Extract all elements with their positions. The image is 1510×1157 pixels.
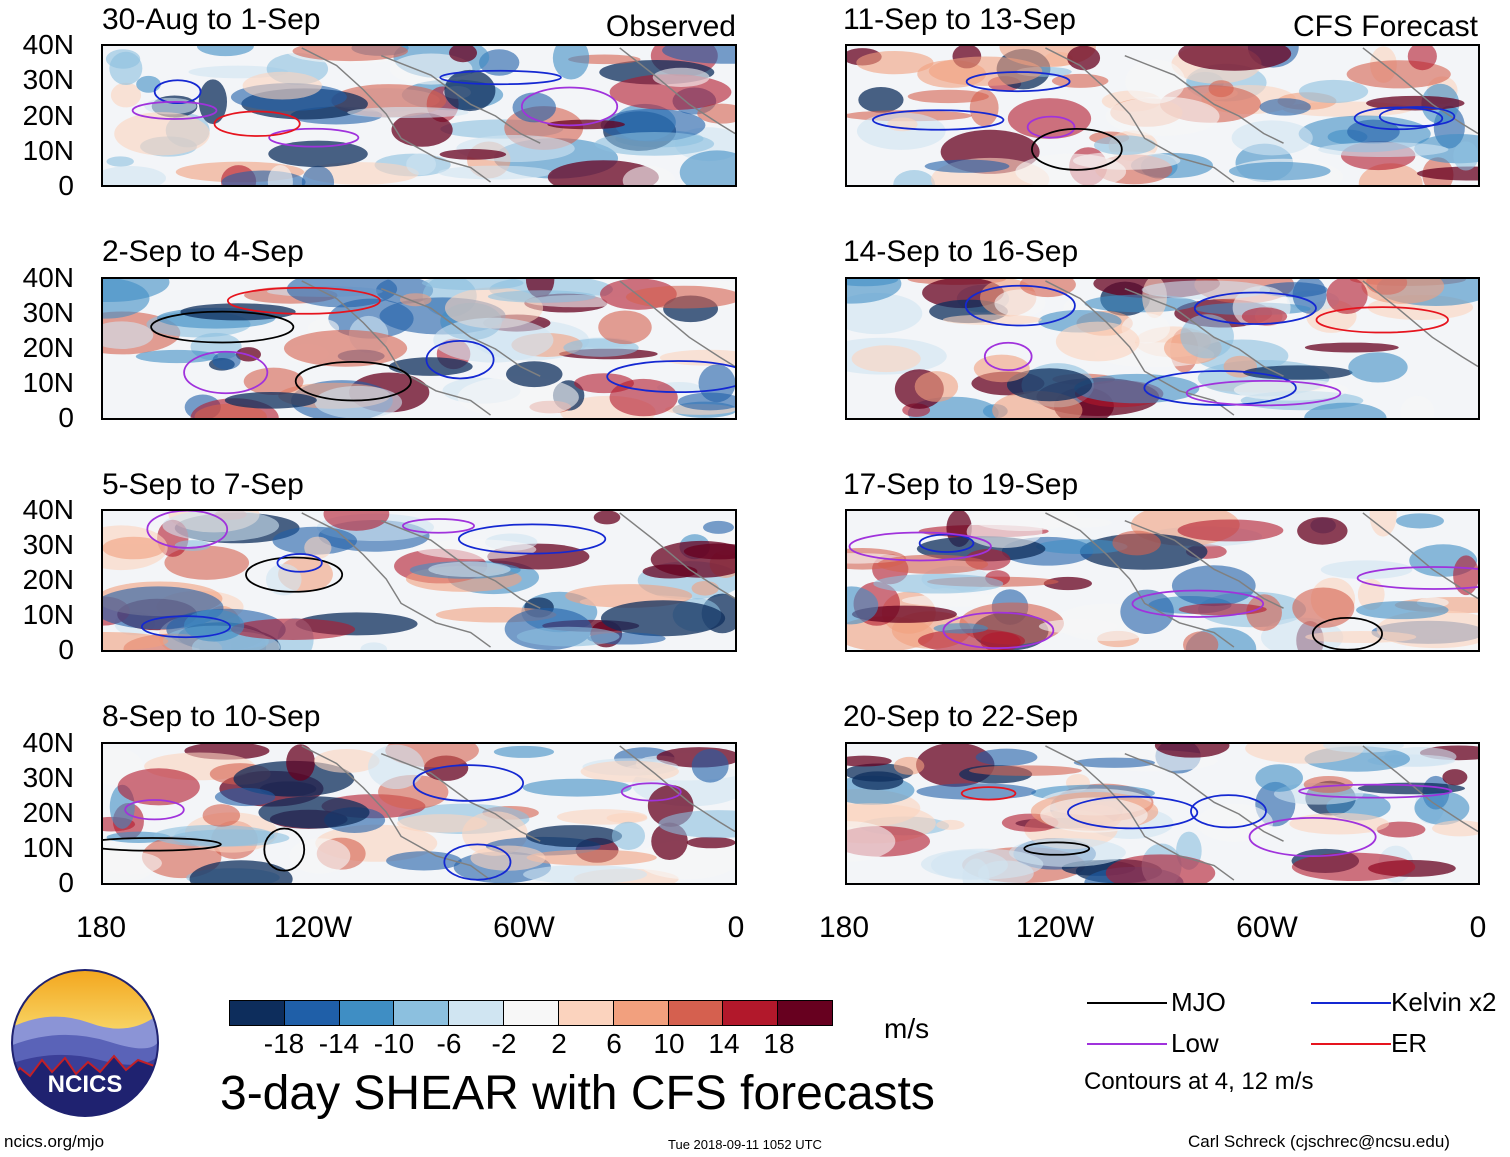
xtick-60w-left: 60W <box>493 911 555 944</box>
map-field-3 <box>103 511 735 650</box>
map-panel-5 <box>845 44 1480 187</box>
xtick-180-left: 180 <box>75 911 127 944</box>
map-field-2 <box>103 279 735 418</box>
map-panel-8 <box>845 742 1480 885</box>
legend-line-kelvin <box>1311 1002 1391 1004</box>
ytick-40n: 40N <box>22 29 74 60</box>
colorbar-label: 14 <box>708 1028 740 1059</box>
colorbar-swatch <box>449 1001 505 1025</box>
colorbar-swatch <box>668 1001 724 1025</box>
footer-timestamp: Tue 2018-09-11 1052 UTC <box>668 1137 822 1152</box>
colorbar-swatch <box>558 1001 614 1025</box>
colorbar-label: -18 <box>263 1028 305 1059</box>
units-label: m/s <box>884 1013 930 1044</box>
map-panel-4 <box>101 742 737 885</box>
ytick-10n: 10N <box>22 367 74 398</box>
map-field-6 <box>847 279 1478 418</box>
colorbar-swatch <box>778 1001 832 1025</box>
ytick-30n: 30N <box>22 297 74 328</box>
logo-text: NCICS <box>48 1071 123 1098</box>
xtick-120w-left: 120W <box>273 911 353 944</box>
colorbar <box>229 1000 833 1026</box>
colorbar-swatch <box>230 1001 285 1025</box>
colorbar-label: 6 <box>606 1028 622 1059</box>
colorbar-swatch <box>394 1001 450 1025</box>
ytick-20n: 20N <box>22 332 74 363</box>
cfs-forecast-header: CFS Forecast <box>1292 10 1478 43</box>
colorbar-label: 10 <box>653 1028 685 1059</box>
map-panel-2 <box>101 277 737 420</box>
colorbar-label: 2 <box>551 1028 567 1059</box>
panel-title-5: 11-Sep to 13-Sep <box>843 3 1076 36</box>
ytick-30n: 30N <box>22 64 74 95</box>
map-panel-1 <box>101 44 737 187</box>
xtick-0-right: 0 <box>1469 911 1487 944</box>
ytick-20n: 20N <box>22 797 74 828</box>
xtick-0-left: 0 <box>727 911 745 944</box>
colorbar-label: -2 <box>491 1028 517 1059</box>
colorbar-label: -10 <box>373 1028 415 1059</box>
legend-line-mjo <box>1087 1002 1167 1004</box>
ytick-10n: 10N <box>22 135 74 166</box>
ytick-0: 0 <box>58 867 74 898</box>
panel-title-8: 20-Sep to 22-Sep <box>843 700 1079 733</box>
ytick-0: 0 <box>58 634 74 665</box>
observed-header: Observed <box>605 10 736 43</box>
ytick-30n: 30N <box>22 762 74 793</box>
map-panel-7 <box>845 509 1480 652</box>
ytick-40n: 40N <box>22 262 74 293</box>
map-panel-6 <box>845 277 1480 420</box>
ytick-0: 0 <box>58 170 74 201</box>
map-field-8 <box>847 744 1478 883</box>
legend-label-low: Low <box>1171 1028 1219 1058</box>
colorbar-swatch <box>284 1001 340 1025</box>
panel-title-7: 17-Sep to 19-Sep <box>843 468 1079 501</box>
colorbar-swatch <box>613 1001 669 1025</box>
legend-line-low <box>1087 1043 1167 1045</box>
ytick-20n: 20N <box>22 100 74 131</box>
ytick-40n: 40N <box>22 494 74 525</box>
colorbar-label: -14 <box>318 1028 360 1059</box>
legend-label-kelvin: Kelvin x2 <box>1391 987 1497 1017</box>
colorbar-swatch <box>723 1001 779 1025</box>
colorbar-label: -6 <box>436 1028 462 1059</box>
ytick-40n: 40N <box>22 727 74 758</box>
xtick-180-right: 180 <box>818 911 870 944</box>
map-panel-3 <box>101 509 737 652</box>
panel-title-3: 5-Sep to 7-Sep <box>102 468 304 501</box>
xtick-120w-right: 120W <box>1015 911 1095 944</box>
panel-title-6: 14-Sep to 16-Sep <box>843 235 1079 268</box>
panel-title-1: 30-Aug to 1-Sep <box>102 3 321 36</box>
ytick-30n: 30N <box>22 529 74 560</box>
xtick-60w-right: 60W <box>1236 911 1298 944</box>
ytick-0: 0 <box>58 402 74 433</box>
contour-note: Contours at 4, 12 m/s <box>1084 1068 1314 1095</box>
ytick-20n: 20N <box>22 564 74 595</box>
panel-title-2: 2-Sep to 4-Sep <box>102 235 304 268</box>
chart-title: 3-day SHEAR with CFS forecasts <box>220 1067 935 1120</box>
map-field-1 <box>103 46 735 185</box>
map-field-7 <box>847 511 1478 650</box>
colorbar-label: 18 <box>763 1028 795 1059</box>
ncics-logo: NCICS <box>10 968 160 1118</box>
legend-label-mjo: MJO <box>1171 987 1226 1017</box>
map-field-5 <box>847 46 1478 185</box>
map-field-4 <box>103 744 735 883</box>
footer-url[interactable]: ncics.org/mjo <box>4 1132 105 1151</box>
footer-credit: Carl Schreck (cjschrec@ncsu.edu) <box>1188 1132 1450 1151</box>
legend-line-er <box>1311 1043 1391 1045</box>
panel-title-4: 8-Sep to 10-Sep <box>102 700 321 733</box>
legend-label-er: ER <box>1391 1028 1428 1058</box>
ytick-10n: 10N <box>22 599 74 630</box>
ytick-10n: 10N <box>22 832 74 863</box>
colorbar-swatch <box>504 1001 559 1025</box>
colorbar-swatch <box>339 1001 395 1025</box>
